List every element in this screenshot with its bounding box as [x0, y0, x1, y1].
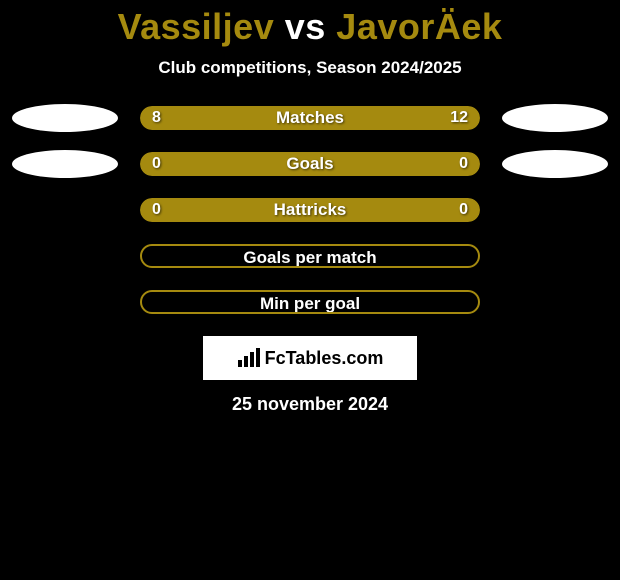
- stat-row: 00Goals: [0, 152, 620, 176]
- stat-bar: 00Goals: [140, 152, 480, 176]
- comparison-container: Vassiljev vs JavorÄek Club competitions,…: [0, 0, 620, 415]
- stat-bar: 00Hattricks: [140, 198, 480, 222]
- player1-badge: [12, 150, 118, 178]
- stat-bar: 812Matches: [140, 106, 480, 130]
- logo: FcTables.com: [237, 348, 384, 369]
- subtitle: Club competitions, Season 2024/2025: [0, 58, 620, 78]
- player2-badge: [502, 150, 608, 178]
- stat-label: Goals per match: [142, 246, 478, 268]
- stat-label: Min per goal: [142, 292, 478, 314]
- page-title: Vassiljev vs JavorÄek: [0, 6, 620, 48]
- stat-row: Min per goal: [0, 290, 620, 314]
- bar-chart-icon: [237, 348, 261, 368]
- player2-badge: [502, 104, 608, 132]
- logo-text: FcTables.com: [265, 348, 384, 369]
- stat-row: Goals per match: [0, 244, 620, 268]
- stat-label: Hattricks: [140, 198, 480, 222]
- stat-label: Matches: [140, 106, 480, 130]
- player1-name: Vassiljev: [118, 6, 275, 47]
- stat-bar: Min per goal: [140, 290, 480, 314]
- logo-box[interactable]: FcTables.com: [203, 336, 417, 380]
- player1-badge: [12, 104, 118, 132]
- stat-row: 00Hattricks: [0, 198, 620, 222]
- title-vs: vs: [285, 6, 326, 47]
- stats-area: 812Matches 00Goals 00Hattricks Goals per ma…: [0, 106, 620, 314]
- stat-bar: Goals per match: [140, 244, 480, 268]
- stat-row: 812Matches: [0, 106, 620, 130]
- player2-name: JavorÄek: [336, 6, 502, 47]
- stat-label: Goals: [140, 152, 480, 176]
- date: 25 november 2024: [0, 394, 620, 415]
